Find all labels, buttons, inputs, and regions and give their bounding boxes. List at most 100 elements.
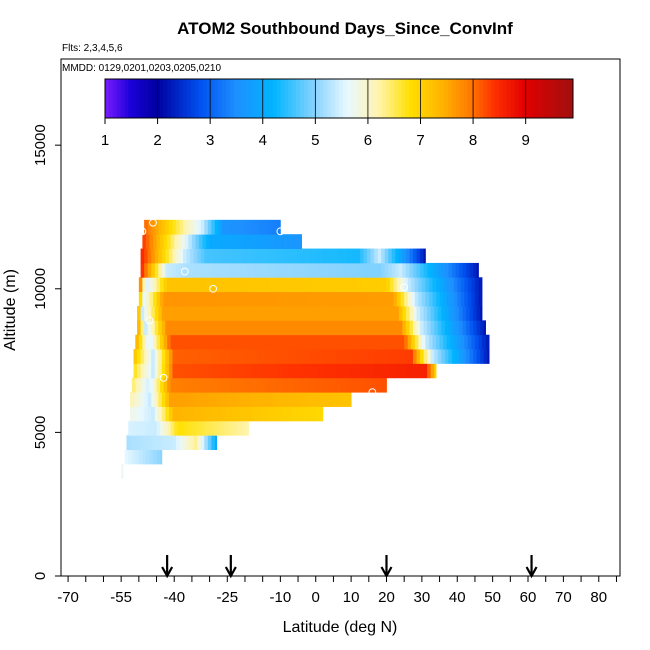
heatmap-cell <box>469 349 474 364</box>
colorbar-segment <box>561 79 566 118</box>
heatmap-cell <box>248 234 253 249</box>
heatmap-cell <box>207 392 212 407</box>
heatmap-cell <box>375 277 380 293</box>
colorbar-segment <box>280 79 285 118</box>
heatmap-cell <box>267 320 272 336</box>
heatmap-cell <box>214 406 219 422</box>
heatmap-cell <box>388 320 393 336</box>
heatmap-cell <box>305 377 310 393</box>
heatmap-cell <box>167 420 172 436</box>
sample-point <box>485 369 493 378</box>
sample-point <box>400 283 409 292</box>
heatmap-cell <box>188 234 193 249</box>
heatmap-cell <box>296 320 301 336</box>
heatmap-cell <box>183 262 187 278</box>
heatmap-cell <box>436 334 440 350</box>
heatmap-cell <box>437 320 442 336</box>
heatmap-cell <box>331 248 336 264</box>
x-tick-label: 50 <box>484 589 501 606</box>
heatmap-cell <box>154 349 159 364</box>
heatmap-cell <box>370 349 375 364</box>
heatmap-cell <box>190 406 195 422</box>
colorbar-segment <box>124 79 129 118</box>
heatmap-cell <box>405 306 410 321</box>
heatmap-cell <box>151 320 156 336</box>
heatmap-cell <box>202 420 207 436</box>
heatmap-cell <box>416 262 421 278</box>
heatmap-cell <box>384 306 389 321</box>
heatmap-cell <box>285 349 290 364</box>
heatmap-cell <box>427 320 432 336</box>
colorbar-segment <box>159 79 164 118</box>
heatmap-cell <box>326 377 331 393</box>
x-axis: -70 -55 -40 -25 -10 0 10 20 30 40 50 60 70 80 <box>57 576 617 606</box>
heatmap-cell <box>168 219 173 235</box>
heatmap-cell <box>239 262 244 278</box>
heatmap-cell <box>216 420 221 436</box>
heatmap-cell <box>255 234 260 249</box>
x-axis-label: Latitude (deg N) <box>283 619 398 636</box>
heatmap-cell <box>301 291 306 307</box>
colorbar-segment <box>479 79 484 118</box>
heatmap-cell <box>466 262 471 278</box>
heatmap-cell <box>483 320 486 336</box>
heatmap-cell <box>262 334 267 350</box>
heatmap-cell <box>140 349 145 364</box>
heatmap-cell <box>301 277 306 293</box>
heatmap-cell <box>135 334 140 350</box>
heatmap-cell <box>328 392 333 407</box>
heatmap-cell <box>290 291 295 307</box>
colorbar-segment <box>557 79 562 118</box>
heatmap-cell <box>191 277 196 293</box>
heatmap-cell <box>402 363 407 379</box>
heatmap-cell <box>333 291 338 307</box>
colorbar-segment <box>565 79 570 118</box>
heatmap-cell <box>478 277 483 293</box>
heatmap-cell <box>298 234 302 249</box>
heatmap-cell <box>370 306 375 321</box>
heatmap-cell <box>313 392 318 407</box>
heatmap-cell <box>301 377 306 393</box>
heatmap-cell <box>269 334 274 350</box>
heatmap-cell <box>420 349 425 364</box>
heatmap-cell <box>471 334 476 350</box>
heatmap-cell <box>177 377 182 393</box>
heatmap-cell <box>278 262 283 278</box>
heatmap-cell <box>145 291 150 307</box>
heatmap-cell <box>321 306 325 321</box>
heatmap-cell <box>459 306 463 321</box>
heatmap-cell <box>188 334 193 350</box>
heatmap-cell <box>197 320 202 336</box>
heatmap-cell <box>356 320 361 336</box>
heatmap-cell <box>175 219 180 235</box>
heatmap-cell <box>198 234 203 249</box>
heatmap-cell <box>285 248 290 264</box>
heatmap-cell <box>253 406 258 422</box>
heatmap-cell <box>188 291 193 307</box>
heatmap-cell <box>151 306 156 321</box>
heatmap-cell <box>358 277 363 293</box>
heatmap-cell <box>218 248 223 264</box>
heatmap-cell <box>168 248 173 264</box>
heatmap-cell <box>342 363 347 379</box>
heatmap-cell <box>191 420 196 436</box>
heatmap-cell <box>223 420 228 436</box>
heatmap-cell <box>287 277 292 293</box>
heatmap-cell <box>451 262 456 278</box>
heatmap-cell <box>266 277 271 293</box>
heatmap-cell <box>144 406 149 422</box>
heatmap-cell <box>206 291 210 307</box>
heatmap-cell <box>179 349 184 364</box>
heatmap-cell <box>358 377 363 393</box>
heatmap-cell <box>161 435 166 451</box>
heatmap-cell <box>448 306 453 321</box>
heatmap-cell <box>137 392 142 407</box>
heatmap-cell <box>190 392 195 407</box>
heatmap-cell <box>305 291 310 307</box>
colorbar-segment <box>163 79 168 118</box>
heatmap-cell <box>202 277 207 293</box>
heatmap-cell <box>374 306 379 321</box>
heatmap-cell <box>448 320 453 336</box>
heatmap-cell <box>144 392 149 407</box>
heatmap-cell <box>248 277 253 293</box>
